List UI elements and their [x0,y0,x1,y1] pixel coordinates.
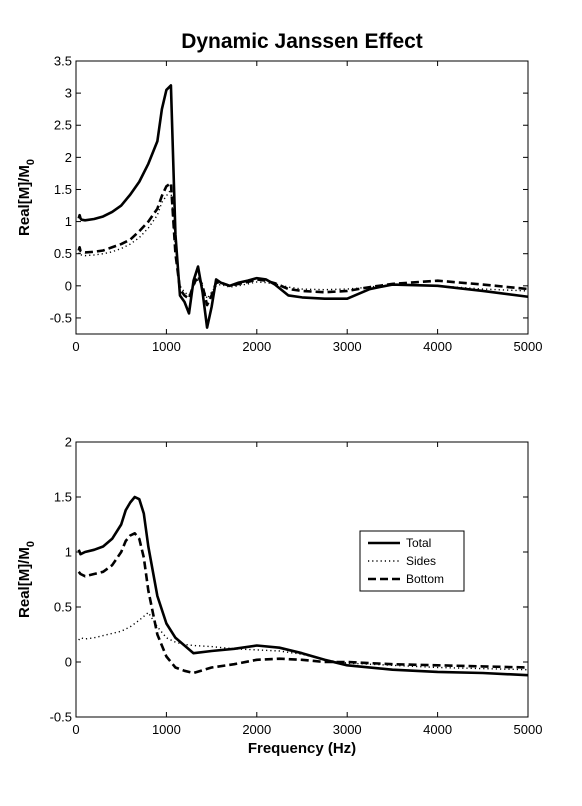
chart1-y-axis-label: Real[M]/M0 [16,541,37,618]
chart0-x-tick-label: 3000 [333,339,362,354]
chart1-legend-label-total: Total [406,536,431,550]
chart0-y-tick-label: 1.5 [54,182,72,197]
chart0-series-total-line [77,84,529,329]
chart0-x-tick-label: 1000 [152,339,181,354]
chart1-legend-label-sides: Sides [406,554,436,568]
chart0-y-tick-label: 0 [65,278,72,293]
chart1-x-axis-label: Frequency (Hz) [248,740,356,757]
chart0-y-axis-label-main: Real[M]/M [16,165,33,236]
chart1-x-tick-label: 2000 [242,722,271,737]
chart0-x-tick-label: 2000 [242,339,271,354]
chart1-legend: Total Sides Bottom [359,530,465,592]
chart0-y-tick-label: -0.5 [50,310,72,325]
chart1-x-tick-label: 0 [72,722,79,737]
chart0-y-tick-label: 3 [65,86,72,101]
bottom-panel: 0 1000 2000 3000 4000 5000-0.500.511.52Real[M… [16,435,542,758]
chart1-y-axis-label-main: Real[M]/M [16,547,33,618]
top-panel: 0 1000 2000 3000 4000 5000-0.500.511.522.533.… [16,54,542,355]
chart0-y-tick-label: 0.5 [54,246,72,261]
chart1-y-tick-label: 1 [65,545,72,560]
chart1-y-tick-label: 2 [65,435,72,450]
chart0-y-tick-label: 3.5 [54,54,72,69]
chart1-y-tick-label: 0.5 [54,600,72,615]
chart1-x-tick-label: 5000 [514,722,543,737]
chart1-legend-label-bottom: Bottom [406,572,444,586]
chart1-y-tick-label: -0.5 [50,710,72,725]
chart1-series-bottom-line [77,532,529,675]
chart1-y-tick-label: 0 [65,655,72,670]
chart0-x-tick-label: 4000 [423,339,452,354]
chart0-y-tick-label: 2 [65,150,72,165]
chart0-x-tick-label: 0 [72,339,79,354]
chart0-series-sides-line [78,188,529,300]
chart1-x-tick-label: 3000 [333,722,362,737]
chart1-y-axis-label-subscript: 0 [25,541,37,547]
chart1-x-tick-label: 1000 [152,722,181,737]
chart0-y-axis-label-subscript: 0 [25,159,37,165]
chart1-x-tick-label: 4000 [423,722,452,737]
chart0-y-axis-label: Real[M]/M0 [16,159,37,236]
chart0-y-tick-label: 1 [65,214,72,229]
chart0-y-tick-label: 2.5 [54,118,72,133]
chart0-x-tick-label: 5000 [514,339,543,354]
chart1-plot-frame [75,441,529,718]
chart1-y-tick-label: 1.5 [54,490,72,505]
chart0-series-bottom-line [77,181,529,307]
chart-title: Dynamic Janssen Effect [181,30,423,53]
chart0-plot-frame [75,60,529,335]
